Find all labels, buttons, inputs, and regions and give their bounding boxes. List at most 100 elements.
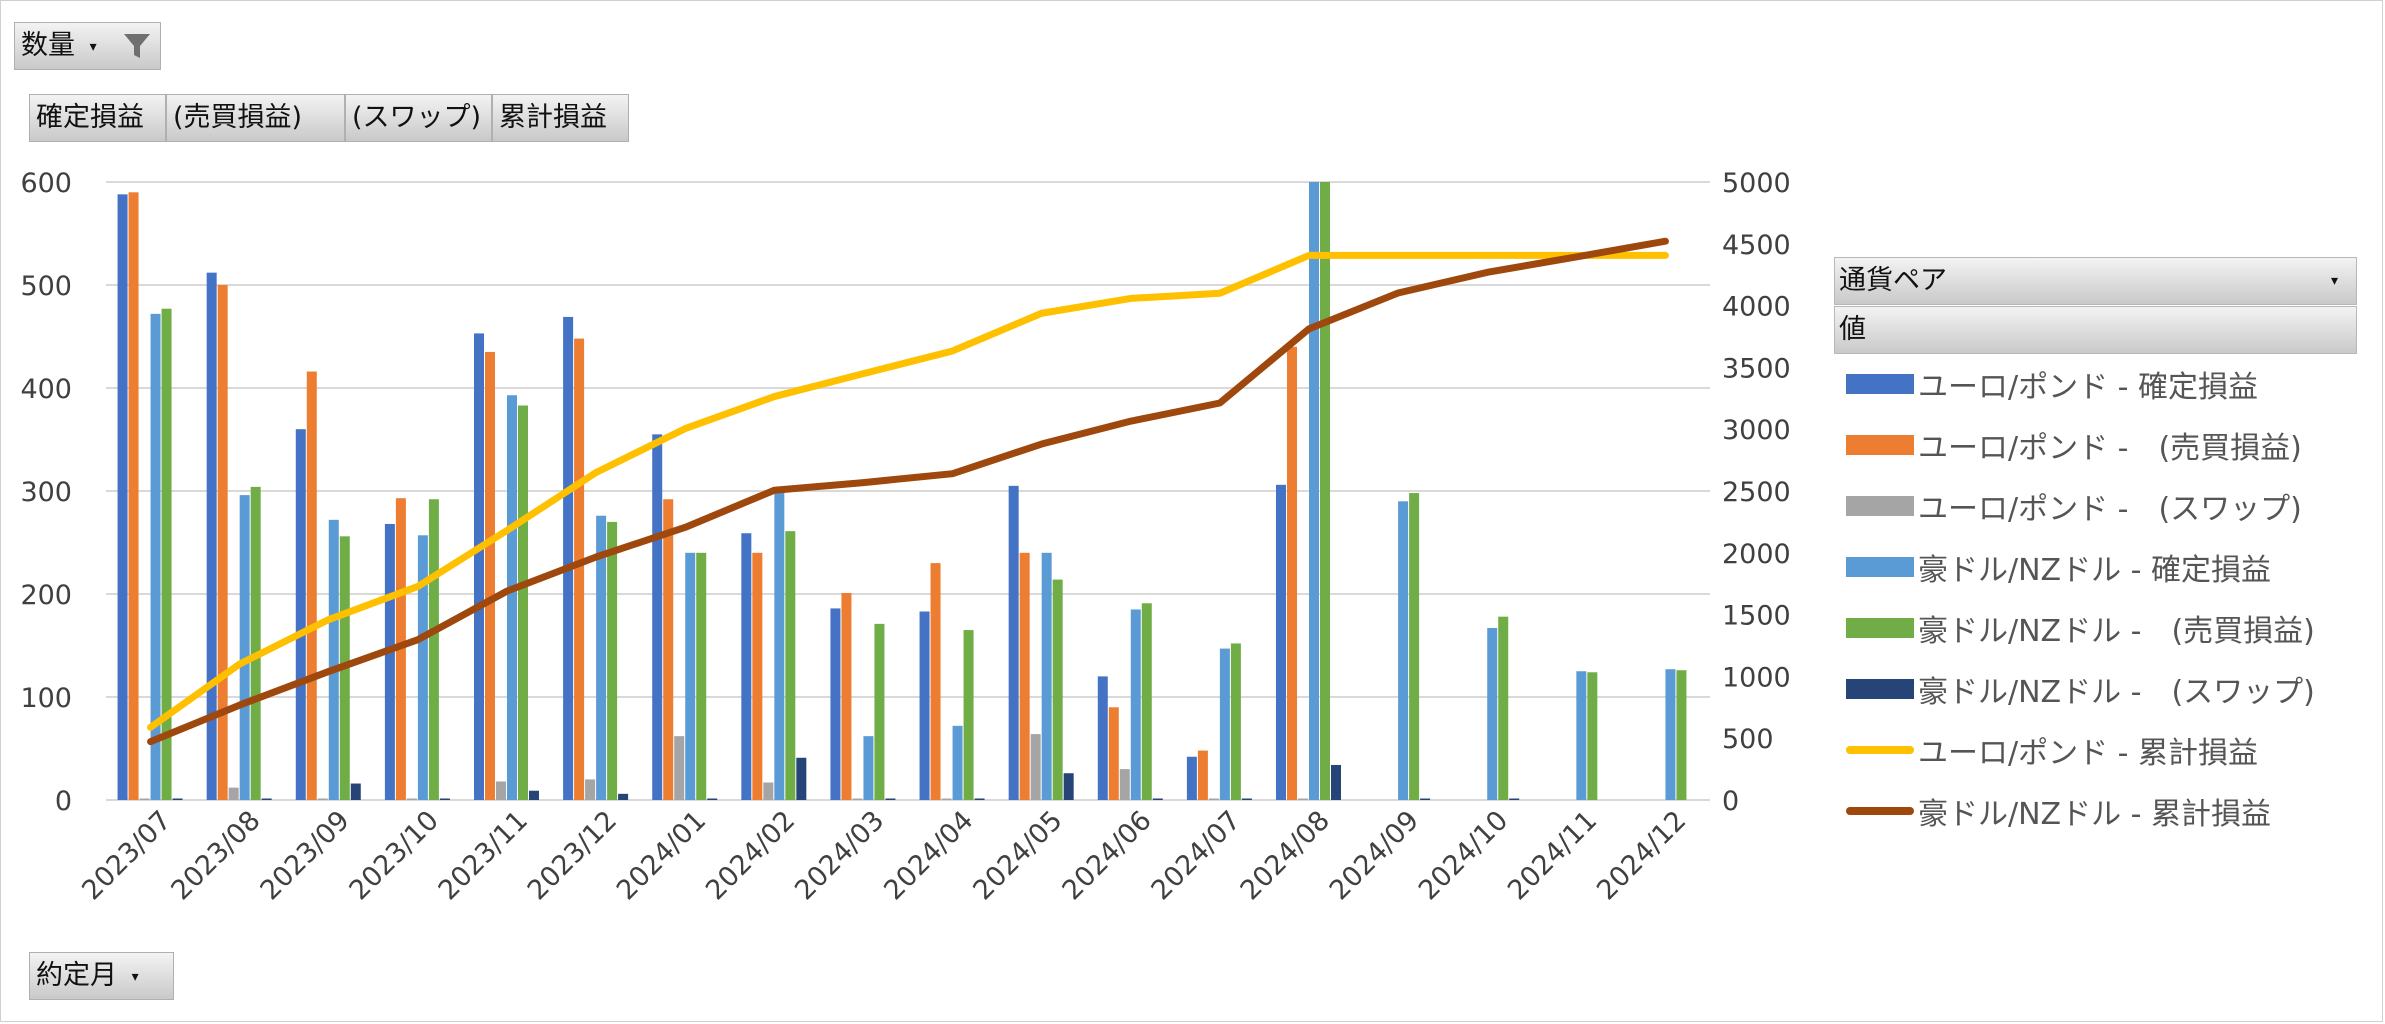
legend-values-header: 値 bbox=[1834, 306, 2357, 354]
x-axis-tick-label: 2024/12 bbox=[1591, 805, 1692, 906]
bar bbox=[941, 798, 952, 800]
legend-item: 豪ドル/NZドル - (スワップ) bbox=[1846, 669, 2315, 710]
x-axis-tick-label: 2023/11 bbox=[433, 805, 534, 906]
bar bbox=[295, 429, 306, 800]
bar bbox=[1008, 485, 1019, 800]
bar bbox=[1298, 798, 1308, 800]
bar bbox=[117, 194, 128, 801]
bar bbox=[574, 338, 585, 800]
bar bbox=[863, 736, 874, 800]
bar bbox=[1241, 798, 1252, 800]
bar bbox=[596, 515, 607, 800]
x-axis-tick-label: 2023/10 bbox=[344, 805, 445, 906]
bar bbox=[1509, 798, 1520, 800]
legend-item: 豪ドル/NZドル - (売買損益) bbox=[1846, 608, 2315, 649]
filter-icon bbox=[124, 34, 150, 58]
bar bbox=[217, 285, 228, 800]
legend-swatch bbox=[1846, 618, 1914, 638]
legend-label: ユーロ/ポンド - (スワップ) bbox=[1918, 492, 2302, 527]
bar bbox=[1498, 616, 1509, 800]
legend-item: ユーロ/ポンド - 累計損益 bbox=[1846, 730, 2259, 771]
legend-label: 豪ドル/NZドル - 累計損益 bbox=[1918, 797, 2271, 832]
bar bbox=[1141, 603, 1152, 800]
y2-axis-tick-label: 1500 bbox=[1722, 601, 1791, 632]
y-axis-tick-label: 400 bbox=[20, 374, 72, 405]
bar bbox=[663, 499, 674, 800]
axis-field-button[interactable]: 約定月 ▾ bbox=[29, 952, 174, 1000]
bar bbox=[228, 787, 239, 800]
bar bbox=[1152, 798, 1163, 800]
chevron-down-icon: ▾ bbox=[89, 38, 97, 55]
legend-item: ユーロ/ポンド - (スワップ) bbox=[1846, 486, 2302, 527]
legend-swatch bbox=[1846, 435, 1914, 455]
legend-item: 豪ドル/NZドル - 累計損益 bbox=[1846, 791, 2271, 832]
legend-label: ユーロ/ポンド - 確定損益 bbox=[1918, 370, 2259, 405]
y-axis-tick-label: 600 bbox=[20, 168, 72, 199]
x-axis-tick-label: 2024/11 bbox=[1502, 805, 1603, 906]
series-line bbox=[147, 237, 1669, 746]
y-axis-tick-label: 300 bbox=[20, 477, 72, 508]
x-axis-tick-label: 2024/02 bbox=[700, 805, 801, 906]
bar bbox=[1576, 671, 1587, 800]
bar bbox=[930, 563, 941, 800]
series-line bbox=[147, 251, 1669, 731]
bar bbox=[485, 351, 495, 800]
bar bbox=[239, 495, 250, 800]
legend-item: 豪ドル/NZドル - 確定損益 bbox=[1846, 547, 2271, 588]
x-axis-tick-label: 2023/08 bbox=[165, 805, 266, 906]
bar bbox=[1097, 676, 1108, 800]
legend-series-field-button[interactable]: 通貨ペア ▾ bbox=[1834, 257, 2357, 305]
legend-swatch bbox=[1846, 746, 1914, 754]
value-field-label: (売買損益) bbox=[173, 102, 303, 133]
x-axis-tick-label: 2024/03 bbox=[789, 805, 890, 906]
y2-axis-tick-label: 4500 bbox=[1722, 230, 1791, 261]
bar bbox=[1398, 501, 1409, 800]
legend-item: ユーロ/ポンド - (売買損益) bbox=[1846, 425, 2302, 466]
value-field-ruikei[interactable]: 累計損益 bbox=[492, 94, 629, 142]
value-field-baibai[interactable]: (売買損益) bbox=[166, 94, 345, 142]
legend-label: ユーロ/ポンド - 累計損益 bbox=[1918, 736, 2259, 771]
value-field-kakutei[interactable]: 確定損益 bbox=[29, 94, 166, 142]
bar bbox=[1130, 609, 1141, 800]
value-field-label: (スワップ) bbox=[352, 102, 482, 133]
bar bbox=[963, 630, 974, 800]
bar bbox=[1108, 707, 1119, 800]
bar bbox=[128, 192, 139, 801]
y2-axis-tick-label: 4000 bbox=[1722, 292, 1791, 323]
bar bbox=[518, 405, 528, 800]
bar bbox=[607, 521, 618, 800]
quantity-filter-button[interactable]: 数量 ▾ bbox=[14, 22, 161, 70]
bar bbox=[952, 725, 963, 800]
bar bbox=[1019, 552, 1030, 800]
y2-axis-tick-label: 500 bbox=[1722, 724, 1774, 755]
legend-swatch bbox=[1846, 374, 1914, 394]
x-axis-tick-label: 2024/09 bbox=[1324, 805, 1425, 906]
bar bbox=[1587, 672, 1598, 800]
bar bbox=[674, 736, 685, 800]
bar bbox=[161, 308, 172, 800]
value-field-swap[interactable]: (スワップ) bbox=[345, 94, 492, 142]
chevron-down-icon: ▾ bbox=[131, 968, 139, 985]
x-axis-tick-label: 2024/01 bbox=[611, 805, 712, 906]
bar bbox=[306, 371, 317, 800]
legend-swatch bbox=[1846, 557, 1914, 577]
x-axis-tick-label: 2023/12 bbox=[522, 805, 623, 906]
legend-label: ユーロ/ポンド - (売買損益) bbox=[1918, 431, 2302, 466]
legend-swatch bbox=[1846, 807, 1914, 815]
bar bbox=[885, 798, 896, 800]
bar bbox=[707, 798, 718, 800]
bar bbox=[785, 531, 796, 800]
bar bbox=[172, 798, 183, 800]
legend-item: ユーロ/ポンド - 確定損益 bbox=[1846, 364, 2259, 405]
bar bbox=[919, 611, 930, 800]
bar bbox=[874, 623, 885, 800]
bar bbox=[763, 782, 774, 800]
bar bbox=[1409, 493, 1420, 800]
bar bbox=[1487, 627, 1498, 800]
bar bbox=[774, 491, 785, 800]
bar bbox=[439, 798, 450, 800]
y2-axis-tick-label: 1000 bbox=[1722, 662, 1791, 693]
x-axis-tick-label: 2023/09 bbox=[254, 805, 355, 906]
